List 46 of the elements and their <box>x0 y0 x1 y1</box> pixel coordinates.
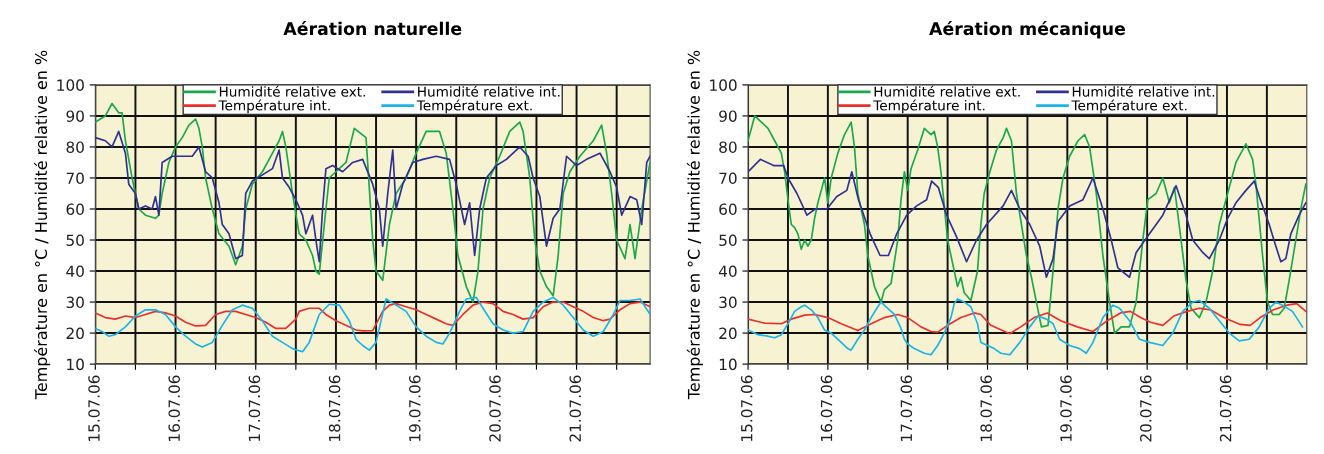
y-tick-label: 20 <box>719 327 737 340</box>
y-tick-label: 10 <box>719 358 737 371</box>
x-tick-label: 20.07.06 <box>1140 375 1152 442</box>
x-tick-label: 18.07.06 <box>980 375 992 441</box>
y-tick-label: 70 <box>66 172 84 184</box>
y-tick-label: 80 <box>719 141 737 153</box>
y-tick-label: 90 <box>66 110 84 122</box>
y-tick-label: 40 <box>66 265 84 278</box>
chart-title: Aération mécanique <box>929 21 1125 39</box>
legend-label: Température int. <box>218 99 330 114</box>
y-tick-label: 40 <box>718 265 737 278</box>
x-tick-label: 15.07.06 <box>88 375 100 441</box>
x-tick-label: 16.07.06 <box>168 375 180 441</box>
x-tick-label: 15.07.06 <box>740 375 753 441</box>
x-tick-label: 18.07.06 <box>328 375 341 441</box>
legend-label: Humidité relative ext. <box>219 85 365 97</box>
y-tick-label: 60 <box>719 203 737 216</box>
y-axis-title: Température en °C / Humidité relative en % <box>686 50 703 400</box>
y-tick-label: 30 <box>719 296 737 309</box>
y-tick-label: 10 <box>67 358 84 371</box>
x-tick-label: 19.07.06 <box>1060 375 1072 441</box>
legend-label: Humidité relative int. <box>1072 85 1215 97</box>
y-axis-title: Température en °C / Humidité relative en % <box>34 50 51 400</box>
y-tick-label: 80 <box>66 141 84 153</box>
x-tick-label: 21.07.06 <box>569 375 581 442</box>
legend-label: Température ext. <box>1071 99 1187 114</box>
y-tick-label: 90 <box>719 110 737 122</box>
legend-label: Température ext. <box>416 99 532 114</box>
y-tick-label: 100 <box>710 79 737 91</box>
chart-title: Aération naturelle <box>283 21 462 36</box>
y-tick-label: 50 <box>719 234 737 247</box>
y-tick-label: 50 <box>66 234 84 247</box>
x-tick-label: 21.07.06 <box>1219 375 1232 442</box>
x-tick-label: 20.07.06 <box>489 375 501 442</box>
legend-label: Température int. <box>873 99 985 114</box>
x-tick-label: 19.07.06 <box>409 375 421 441</box>
y-tick-label: 20 <box>66 327 84 340</box>
x-tick-label: 16.07.06 <box>820 375 833 441</box>
x-tick-label: 17.07.06 <box>248 375 261 441</box>
y-tick-label: 30 <box>66 296 84 309</box>
legend-label: Humidité relative int. <box>418 85 560 97</box>
legend-label: Humidité relative ext. <box>874 85 1020 97</box>
x-tick-label: 17.07.06 <box>900 375 913 441</box>
y-tick-label: 60 <box>66 203 84 216</box>
y-tick-label: 70 <box>719 172 737 184</box>
y-tick-label: 100 <box>57 79 84 91</box>
